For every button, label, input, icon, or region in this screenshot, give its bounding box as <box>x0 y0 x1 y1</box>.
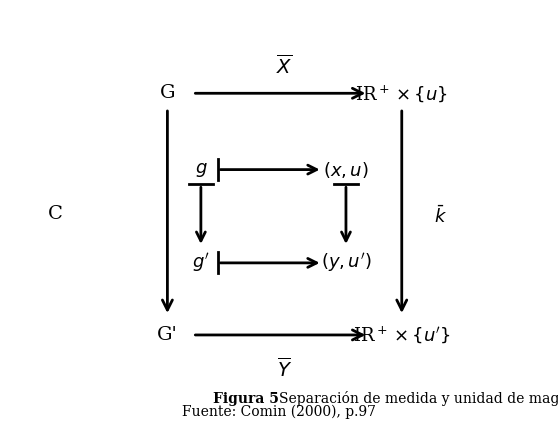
Text: $\overline{Y}$: $\overline{Y}$ <box>277 357 292 381</box>
Text: $(y,u')$: $(y,u')$ <box>321 251 371 274</box>
Text: $(x,u)$: $(x,u)$ <box>323 159 369 180</box>
Text: IR$^+\times\{u'\}$: IR$^+\times\{u'\}$ <box>353 324 451 346</box>
Text: C: C <box>49 205 63 223</box>
Text: Fuente: Comin (2000), p.97: Fuente: Comin (2000), p.97 <box>182 405 376 419</box>
Text: $\overline{X}$: $\overline{X}$ <box>276 54 293 78</box>
Text: G: G <box>160 84 175 102</box>
Text: Figura 5: Figura 5 <box>213 391 279 406</box>
Text: IR$^+\times\{u\}$: IR$^+\times\{u\}$ <box>355 83 448 104</box>
Text: $g'$: $g'$ <box>192 251 210 274</box>
Text: $\bar{k}$: $\bar{k}$ <box>434 206 448 227</box>
Text: G': G' <box>157 326 178 344</box>
Text: Separación de medida y unidad de magnitud: Separación de medida y unidad de magnitu… <box>279 391 558 406</box>
Text: $g$: $g$ <box>195 161 207 179</box>
